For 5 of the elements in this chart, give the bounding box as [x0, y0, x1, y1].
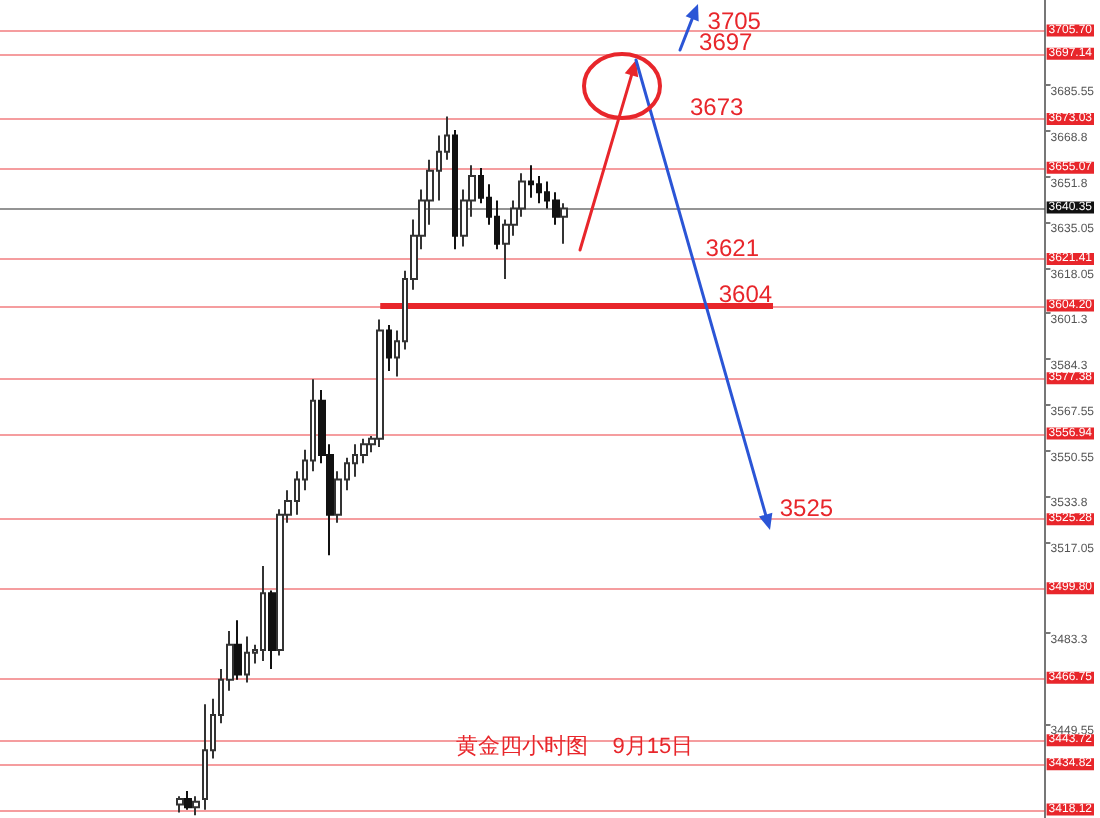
annotation: 黄金四小时图 9月15日 — [456, 733, 694, 759]
annotation: 3525 — [779, 494, 834, 523]
annotation: 3673 — [690, 93, 745, 122]
annotation: 3621 — [705, 234, 760, 263]
annotation: 3604 — [718, 280, 773, 309]
